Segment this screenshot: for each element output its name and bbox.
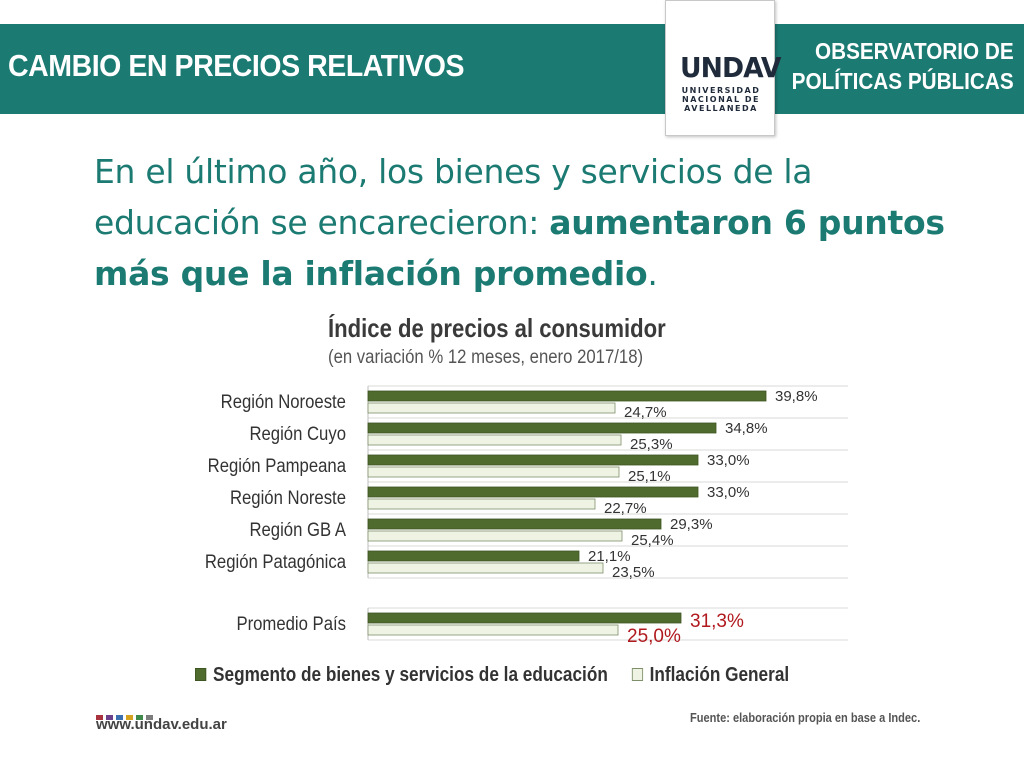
source-note: Fuente: elaboración propia en base a Ind… (690, 710, 921, 725)
data-label-inflation: 25,0% (627, 626, 681, 647)
bar-chart: Región Noroeste 39,8% 24,7% Región Cuyo 34,8… (205, 385, 848, 647)
bar-education (367, 550, 580, 562)
observatory-label: OBSERVATORIO DE POLÍTICAS PÚBLICAS (792, 36, 1014, 96)
data-label-inflation: 23,5% (612, 564, 655, 581)
data-label-education: 33,0% (707, 452, 750, 469)
footer-dot (96, 715, 103, 720)
legend-label-education: Segmento de bienes y servicios de la edu… (213, 664, 608, 686)
category-label: Región Noroeste (221, 391, 346, 412)
data-label-inflation: 24,7% (624, 404, 667, 421)
legend-swatch-education (195, 667, 207, 681)
bar-education (367, 612, 682, 624)
category-label: Región Patagónica (205, 551, 346, 572)
bar-education (367, 454, 699, 466)
bar-inflation (367, 624, 619, 636)
bar-education (367, 422, 717, 434)
data-label-education: 29,3% (670, 516, 713, 533)
footer-dot (116, 715, 123, 720)
data-label-education: 33,0% (707, 484, 750, 501)
bar-inflation (367, 530, 623, 542)
bar-education (367, 390, 767, 402)
bar-inflation (367, 434, 622, 446)
legend-item-education: Segmento de bienes y servicios de la edu… (195, 664, 608, 687)
category-label: Promedio País (236, 613, 346, 634)
data-label-inflation: 25,4% (631, 532, 674, 549)
data-label-inflation: 25,3% (630, 436, 673, 453)
category-label: Región GB A (249, 519, 346, 540)
data-label-inflation: 22,7% (604, 500, 647, 517)
footer-dot (136, 715, 143, 720)
data-label-education: 39,8% (775, 388, 818, 405)
logo-mark: UNDAV (680, 51, 782, 84)
footer-dot (106, 715, 113, 720)
footer-dot (126, 715, 133, 720)
headline-end: . (647, 254, 658, 293)
category-label: Región Pampeana (208, 455, 346, 476)
footer-color-dots (96, 707, 156, 725)
undav-logo: UNDAV UNIVERSIDAD NACIONAL DE AVELLANEDA (665, 0, 782, 136)
chart-legend: Segmento de bienes y servicios de la edu… (195, 664, 808, 687)
page-title: CAMBIO EN PRECIOS RELATIVOS (8, 48, 465, 83)
bar-education (367, 518, 662, 530)
headline-bold: aumentaron 6 puntos más que la inflación… (94, 203, 945, 293)
website-link[interactable]: www.undav.edu.ar (96, 716, 227, 733)
data-label-inflation: 25,1% (628, 468, 671, 485)
bar-inflation (367, 402, 616, 414)
bar-inflation (367, 498, 596, 510)
bar-inflation (367, 562, 604, 574)
observatory-line1: OBSERVATORIO DE (815, 38, 1014, 64)
observatory-line2: POLÍTICAS PÚBLICAS (792, 68, 1014, 94)
category-label: Región Cuyo (249, 423, 346, 444)
logo-text: UNIVERSIDAD NACIONAL DE AVELLANEDA (681, 86, 761, 113)
chart-subtitle: (en variación % 12 meses, enero 2017/18) (328, 347, 644, 368)
bar-inflation (367, 466, 620, 478)
data-label-education: 21,1% (588, 548, 631, 565)
chart-title: Índice de precios al consumidor (328, 313, 666, 343)
data-label-education: 31,3% (690, 611, 744, 632)
category-label: Región Noreste (230, 487, 346, 508)
legend-label-inflation: Inflación General (649, 664, 790, 686)
headline-normal: En el último año, los bienes y servicios… (94, 152, 813, 242)
headline: En el último año, los bienes y servicios… (94, 146, 954, 299)
legend-swatch-inflation (631, 667, 643, 681)
footer-dot (146, 715, 153, 720)
data-label-education: 34,8% (725, 420, 768, 437)
header-bar (0, 24, 1024, 114)
bar-education (367, 486, 699, 498)
legend-item-inflation: Inflación General (631, 664, 790, 687)
